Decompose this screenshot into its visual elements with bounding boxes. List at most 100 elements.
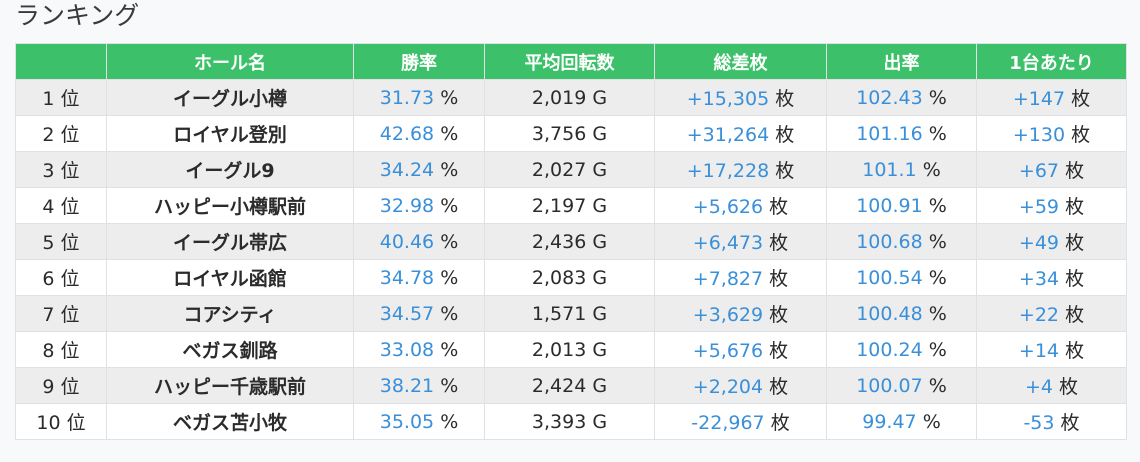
hall-name-cell: コアシティ — [106, 295, 354, 332]
win-rate-cell: 40.46 % — [353, 223, 485, 260]
win-rate-cell: 38.21 % — [353, 367, 485, 404]
per-machine-cell: +34 枚 — [976, 259, 1127, 296]
rank-cell: 4 位 — [15, 187, 107, 224]
table-header-row: ホール名 勝率 平均回転数 総差枚 出率 1台あたり — [15, 43, 1127, 80]
per-machine-cell-unit: 枚 — [1071, 124, 1091, 146]
hall-name-cell: ベガス苫小牧 — [106, 403, 354, 440]
total-diff-cell: +5,626 枚 — [654, 187, 827, 224]
win-rate-cell: 34.57 % — [353, 295, 485, 332]
avg-spins-cell-unit: G — [592, 86, 608, 109]
total-diff-cell-value: +5,676 — [692, 340, 764, 362]
win-rate-cell-unit: % — [440, 86, 459, 109]
rank-cell: 2 位 — [15, 115, 107, 152]
payout-rate-cell-value: 102.43 — [856, 86, 923, 109]
payout-rate-cell: 101.1 % — [826, 151, 977, 188]
avg-spins-cell-unit: G — [592, 266, 608, 289]
payout-rate-cell-value: 101.16 — [856, 122, 923, 145]
payout-rate-cell-value: 100.48 — [856, 302, 923, 325]
per-machine-cell: +130 枚 — [976, 115, 1127, 152]
win-rate-cell-value: 35.05 — [379, 410, 435, 433]
total-diff-cell-value: +3,629 — [692, 304, 764, 326]
win-rate-cell-unit: % — [440, 410, 459, 433]
payout-rate-cell-unit: % — [928, 338, 947, 361]
table-row: 7 位コアシティ 34.57 % 1,571 G +3,629 枚 100.48 % +2… — [15, 295, 1127, 332]
table-row: 10 位ベガス苫小牧 35.05 % 3,393 G -22,967 枚 99.47 %… — [15, 403, 1127, 440]
rank-cell: 7 位 — [15, 295, 107, 332]
win-rate-cell-value: 32.98 — [379, 194, 435, 217]
avg-spins-cell-value: 2,424 — [531, 374, 587, 397]
avg-spins-cell: 2,019 G — [484, 79, 655, 116]
avg-spins-cell-value: 2,013 — [531, 338, 587, 361]
rank-cell: 9 位 — [15, 367, 107, 404]
total-diff-cell-unit: 枚 — [769, 196, 789, 218]
payout-rate-cell-unit: % — [928, 374, 947, 397]
per-machine-cell-value: +49 — [1018, 232, 1060, 254]
total-diff-cell-value: -22,967 — [691, 412, 765, 434]
avg-spins-cell-value: 2,436 — [531, 230, 587, 253]
win-rate-cell: 35.05 % — [353, 403, 485, 440]
header-avg-spins: 平均回転数 — [484, 43, 655, 80]
payout-rate-cell-unit: % — [928, 302, 947, 325]
per-machine-cell: +14 枚 — [976, 331, 1127, 368]
win-rate-cell: 31.73 % — [353, 79, 485, 116]
win-rate-cell: 34.78 % — [353, 259, 485, 296]
total-diff-cell-value: +6,473 — [692, 232, 764, 254]
payout-rate-cell: 100.68 % — [826, 223, 977, 260]
win-rate-cell: 34.24 % — [353, 151, 485, 188]
avg-spins-cell-unit: G — [592, 230, 608, 253]
total-diff-cell: -22,967 枚 — [654, 403, 827, 440]
avg-spins-cell: 2,027 G — [484, 151, 655, 188]
win-rate-cell: 33.08 % — [353, 331, 485, 368]
avg-spins-cell: 2,013 G — [484, 331, 655, 368]
avg-spins-cell-value: 1,571 — [531, 302, 587, 325]
per-machine-cell: -53 枚 — [976, 403, 1127, 440]
avg-spins-cell-value: 3,756 — [531, 122, 587, 145]
header-hall-name: ホール名 — [106, 43, 354, 80]
per-machine-cell-unit: 枚 — [1065, 160, 1085, 182]
avg-spins-cell-unit: G — [592, 410, 608, 433]
hall-name-cell: ロイヤル登別 — [106, 115, 354, 152]
per-machine-cell-value: +147 — [1012, 88, 1066, 110]
win-rate-cell: 32.98 % — [353, 187, 485, 224]
win-rate-cell-unit: % — [440, 122, 459, 145]
payout-rate-cell: 101.16 % — [826, 115, 977, 152]
payout-rate-cell-unit: % — [928, 194, 947, 217]
win-rate-cell-unit: % — [440, 374, 459, 397]
page-title: ランキング — [15, 1, 140, 30]
avg-spins-cell: 2,424 G — [484, 367, 655, 404]
payout-rate-cell-unit: % — [922, 410, 941, 433]
avg-spins-cell: 3,393 G — [484, 403, 655, 440]
payout-rate-cell: 99.47 % — [826, 403, 977, 440]
win-rate-cell-unit: % — [440, 266, 459, 289]
per-machine-cell-unit: 枚 — [1065, 304, 1085, 326]
table-row: 6 位ロイヤル函館 34.78 % 2,083 G +7,827 枚 100.54 % +… — [15, 259, 1127, 296]
table-row: 3 位イーグル9 34.24 % 2,027 G +17,228 枚 101.1 % +6… — [15, 151, 1127, 188]
total-diff-cell-unit: 枚 — [775, 88, 795, 110]
header-total-diff: 総差枚 — [654, 43, 827, 80]
payout-rate-cell: 100.54 % — [826, 259, 977, 296]
per-machine-cell-unit: 枚 — [1060, 412, 1080, 434]
win-rate-cell-unit: % — [440, 338, 459, 361]
total-diff-cell-unit: 枚 — [769, 376, 789, 398]
avg-spins-cell-value: 2,019 — [531, 86, 587, 109]
per-machine-cell-value: +14 — [1018, 340, 1060, 362]
per-machine-cell: +59 枚 — [976, 187, 1127, 224]
win-rate-cell-value: 38.21 — [379, 374, 435, 397]
per-machine-cell: +4 枚 — [976, 367, 1127, 404]
win-rate-cell-unit: % — [440, 230, 459, 253]
per-machine-cell: +147 枚 — [976, 79, 1127, 116]
payout-rate-cell-value: 99.47 — [862, 410, 917, 433]
payout-rate-cell-value: 100.07 — [856, 374, 923, 397]
header-rank — [15, 43, 107, 80]
per-machine-cell: +22 枚 — [976, 295, 1127, 332]
hall-name-cell: ロイヤル函館 — [106, 259, 354, 296]
total-diff-cell-value: +5,626 — [692, 196, 764, 218]
hall-name-cell: ハッピー千歳駅前 — [106, 367, 354, 404]
rank-cell: 5 位 — [15, 223, 107, 260]
total-diff-cell-value: +2,204 — [692, 376, 764, 398]
payout-rate-cell-unit: % — [928, 86, 947, 109]
rank-cell: 8 位 — [15, 331, 107, 368]
payout-rate-cell: 100.24 % — [826, 331, 977, 368]
table-row: 5 位イーグル帯広 40.46 % 2,436 G +6,473 枚 100.68 % +… — [15, 223, 1127, 260]
payout-rate-cell-value: 100.91 — [856, 194, 923, 217]
